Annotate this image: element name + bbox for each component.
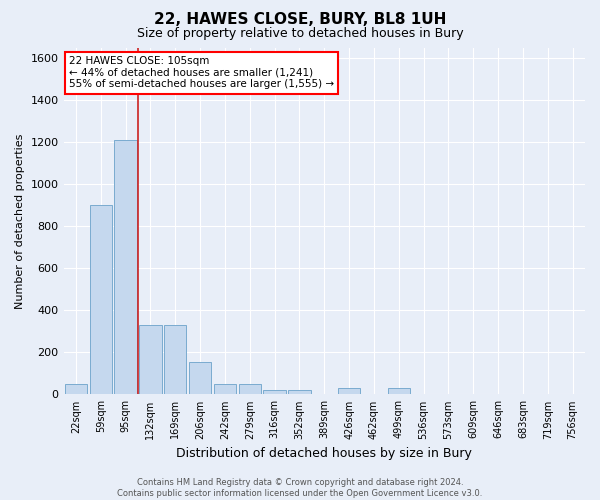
Text: Contains HM Land Registry data © Crown copyright and database right 2024.
Contai: Contains HM Land Registry data © Crown c…	[118, 478, 482, 498]
Bar	[388, 388, 410, 394]
Bar	[164, 325, 187, 394]
Bar	[263, 390, 286, 394]
Bar	[139, 325, 161, 394]
Bar	[189, 362, 211, 394]
Y-axis label: Number of detached properties: Number of detached properties	[15, 134, 25, 308]
Text: 22, HAWES CLOSE, BURY, BL8 1UH: 22, HAWES CLOSE, BURY, BL8 1UH	[154, 12, 446, 28]
Text: 22 HAWES CLOSE: 105sqm
← 44% of detached houses are smaller (1,241)
55% of semi-: 22 HAWES CLOSE: 105sqm ← 44% of detached…	[69, 56, 334, 90]
Bar	[214, 384, 236, 394]
X-axis label: Distribution of detached houses by size in Bury: Distribution of detached houses by size …	[176, 447, 472, 460]
Bar	[338, 388, 360, 394]
Bar	[288, 390, 311, 394]
Bar	[115, 140, 137, 394]
Bar	[65, 384, 87, 394]
Text: Size of property relative to detached houses in Bury: Size of property relative to detached ho…	[137, 28, 463, 40]
Bar	[239, 384, 261, 394]
Bar	[89, 205, 112, 394]
